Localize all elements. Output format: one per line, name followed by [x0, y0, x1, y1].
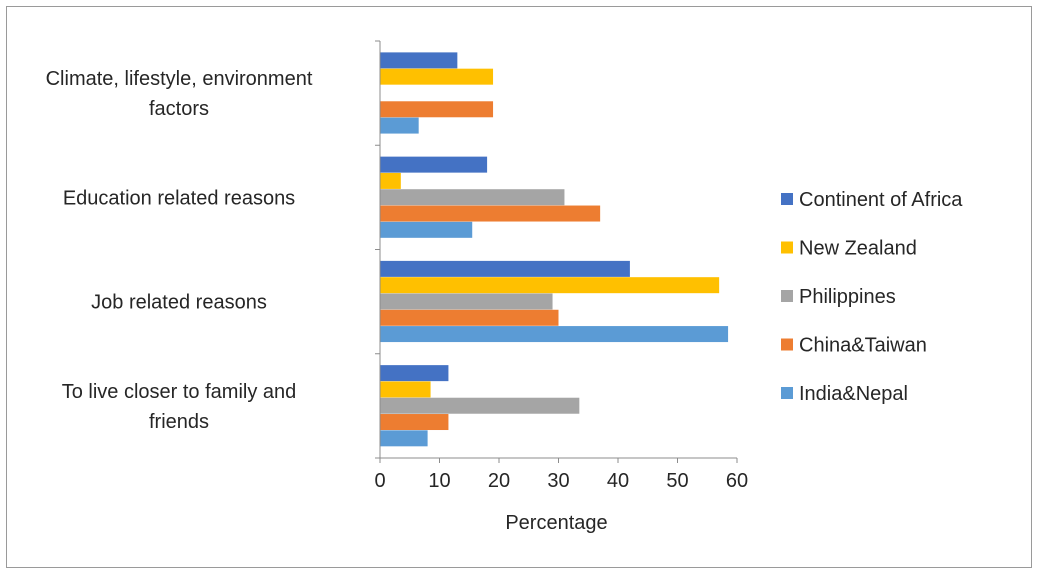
x-tick-label: 60: [726, 470, 748, 492]
legend-label-continent-of-africa: Continent of Africa: [799, 189, 963, 211]
legend-swatch-philippines: [781, 290, 793, 302]
category-label: To live closer to family and friends: [62, 381, 297, 433]
bar-continent-of-africa: [380, 156, 488, 173]
bar-china-taiwan: [380, 309, 559, 326]
category-labels: Climate, lifestyle, environment factors Ed…: [46, 68, 313, 433]
x-tick-label: 30: [547, 470, 569, 492]
bar-china-taiwan: [380, 101, 494, 118]
bar-india-nepal: [380, 221, 473, 238]
legend-label-new-zealand: New Zealand: [799, 238, 917, 260]
legend-swatch-new-zealand: [781, 241, 793, 254]
category-label: Climate, lifestyle, environment factors: [46, 68, 313, 120]
x-tick-labels: 0 10 20 30 40 50 60: [374, 470, 748, 492]
axes-group: [375, 40, 738, 463]
legend: Continent of Africa New Zealand Philippine…: [781, 189, 963, 405]
bar-china-taiwan: [380, 414, 449, 431]
bar-china-taiwan: [380, 205, 601, 222]
legend-label-philippines: Philippines: [799, 286, 896, 308]
x-tick-label: 40: [607, 470, 629, 492]
bar-india-nepal: [380, 117, 419, 134]
bar-india-nepal: [380, 430, 428, 447]
legend-label-china-taiwan: China&Taiwan: [799, 335, 927, 357]
chart-frame: Climate, lifestyle, environment factors Ed…: [6, 6, 1032, 568]
legend-label-india-nepal: India&Nepal: [799, 383, 908, 405]
legend-swatch-india-nepal: [781, 387, 793, 399]
bar-india-nepal: [380, 326, 729, 343]
bar-chart: Climate, lifestyle, environment factors Ed…: [46, 40, 963, 534]
bar-continent-of-africa: [380, 260, 630, 277]
category-label: Education related reasons: [63, 187, 295, 209]
x-tick-label: 10: [428, 470, 450, 492]
category-label: Job related reasons: [91, 292, 267, 314]
x-tick-label: 0: [374, 470, 385, 492]
bar-new-zealand: [380, 68, 494, 85]
bar-new-zealand: [380, 172, 401, 189]
bar-philippines: [380, 293, 553, 310]
x-axis-title: Percentage: [505, 512, 607, 534]
legend-swatch-continent-of-africa: [781, 193, 793, 205]
bars-group: [380, 52, 729, 447]
legend-swatch-china-taiwan: [781, 338, 793, 351]
bar-new-zealand: [380, 381, 431, 398]
bar-philippines: [380, 189, 565, 206]
bar-continent-of-africa: [380, 52, 458, 69]
x-tick-label: 20: [488, 470, 510, 492]
bar-new-zealand: [380, 277, 720, 294]
bar-philippines: [380, 397, 580, 414]
x-tick-label: 50: [666, 470, 688, 492]
bar-continent-of-africa: [380, 365, 449, 382]
